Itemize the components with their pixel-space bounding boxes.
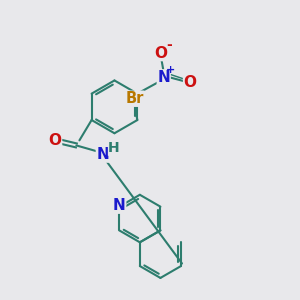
Text: O: O xyxy=(184,75,196,90)
Text: Br: Br xyxy=(126,91,144,106)
Text: O: O xyxy=(155,46,168,61)
Text: N: N xyxy=(157,70,170,85)
Text: -: - xyxy=(167,38,172,52)
Text: +: + xyxy=(166,65,176,75)
Text: N: N xyxy=(96,147,109,162)
Text: H: H xyxy=(108,142,120,155)
Text: N: N xyxy=(113,198,126,213)
Text: O: O xyxy=(49,133,62,148)
